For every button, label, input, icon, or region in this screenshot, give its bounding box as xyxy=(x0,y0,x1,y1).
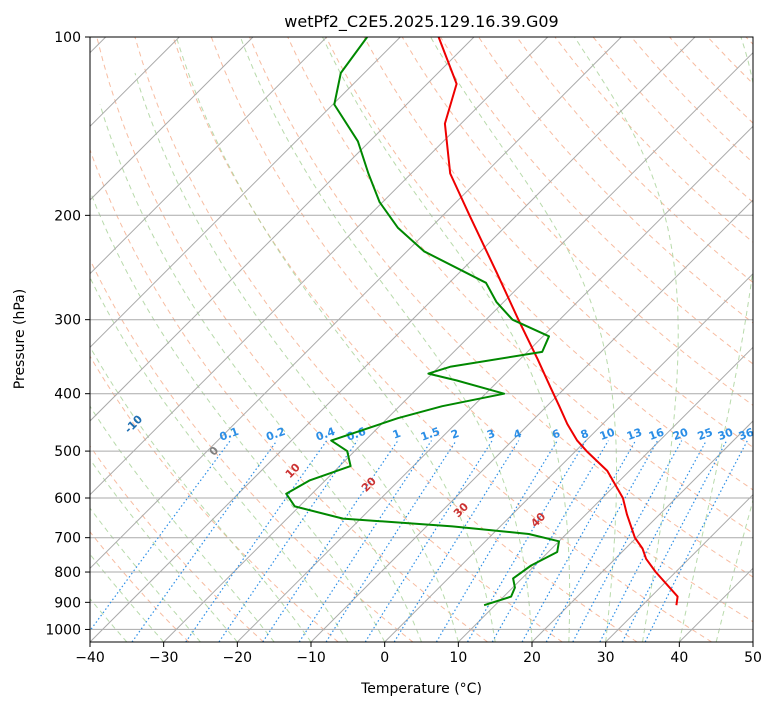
y-tick-label: 800 xyxy=(54,565,81,581)
x-tick-label: −10 xyxy=(296,650,326,666)
y-tick-label: 1000 xyxy=(45,622,81,638)
y-tick-label: 600 xyxy=(54,491,81,507)
x-tick-label: −40 xyxy=(75,650,105,666)
x-tick-label: 50 xyxy=(744,650,762,666)
x-axis-label: Temperature (°C) xyxy=(360,681,482,697)
y-tick-label: 700 xyxy=(54,531,81,547)
chart-title: wetPf2_C2E5.2025.129.16.39.G09 xyxy=(284,12,558,32)
x-tick-label: −20 xyxy=(223,650,253,666)
x-tick-label: 20 xyxy=(523,650,541,666)
y-tick-label: 100 xyxy=(54,30,81,46)
y-axis-label: Pressure (hPa) xyxy=(12,289,28,389)
x-tick-label: −30 xyxy=(149,650,179,666)
x-tick-label: 0 xyxy=(380,650,389,666)
y-tick-label: 500 xyxy=(54,444,81,460)
x-tick-label: 10 xyxy=(449,650,467,666)
y-tick-label: 900 xyxy=(54,595,81,611)
y-tick-label: 300 xyxy=(54,313,81,329)
x-tick-label: 40 xyxy=(670,650,688,666)
x-tick-label: 30 xyxy=(597,650,615,666)
y-tick-label: 400 xyxy=(54,387,81,403)
y-tick-label: 200 xyxy=(54,208,81,224)
